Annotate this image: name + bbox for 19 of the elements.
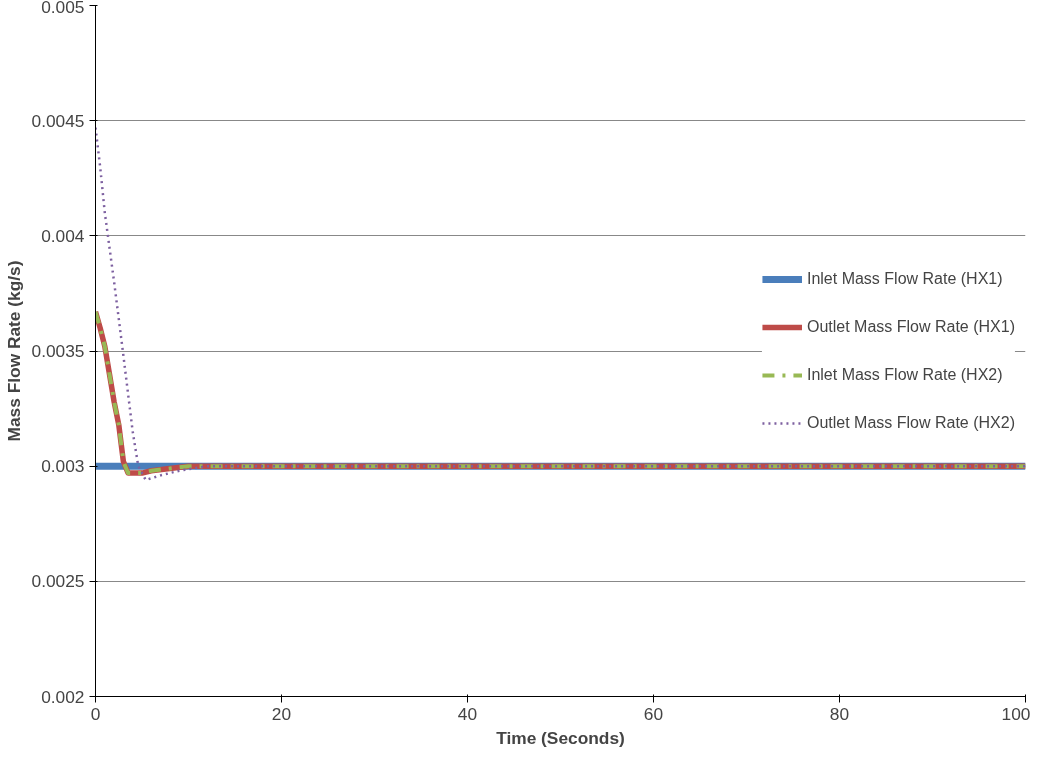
legend-label: Outlet Mass Flow Rate (HX2) [806,413,1015,432]
y-tick-label: 0.002 [41,686,85,707]
x-tick-label: 80 [829,703,850,724]
y-tick-label: 0.003 [41,456,85,477]
y-tick-label: 0.005 [41,0,85,17]
x-tick-label: 0 [90,703,101,724]
legend-label: Inlet Mass Flow Rate (HX2) [806,365,1003,384]
legend-label: Outlet Mass Flow Rate (HX1) [806,317,1015,336]
y-tick-label: 0.0035 [31,341,85,361]
y-tick-label: 0.0045 [31,110,85,131]
legend-label: Inlet Mass Flow Rate (HX1) [806,269,1003,288]
x-tick-label: 20 [271,703,292,724]
y-axis-title: Mass Flow Rate (kg/s) [3,260,24,442]
y-tick-label: 0.004 [41,225,85,246]
x-tick-label: 100 [1001,703,1031,724]
x-tick-label: 40 [457,703,478,724]
y-tick-label: 0.0025 [31,571,85,592]
x-axis-title: Time (Seconds) [496,727,625,748]
x-tick-label: 60 [643,703,664,724]
